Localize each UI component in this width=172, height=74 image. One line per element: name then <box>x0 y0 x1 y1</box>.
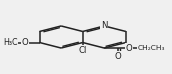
Text: O: O <box>115 52 121 61</box>
Text: Cl: Cl <box>78 46 87 55</box>
Text: O: O <box>22 38 29 47</box>
Text: O: O <box>126 44 133 53</box>
Text: CH₂CH₃: CH₂CH₃ <box>138 45 165 51</box>
Text: H₃C: H₃C <box>3 38 17 47</box>
Text: N: N <box>101 21 108 30</box>
